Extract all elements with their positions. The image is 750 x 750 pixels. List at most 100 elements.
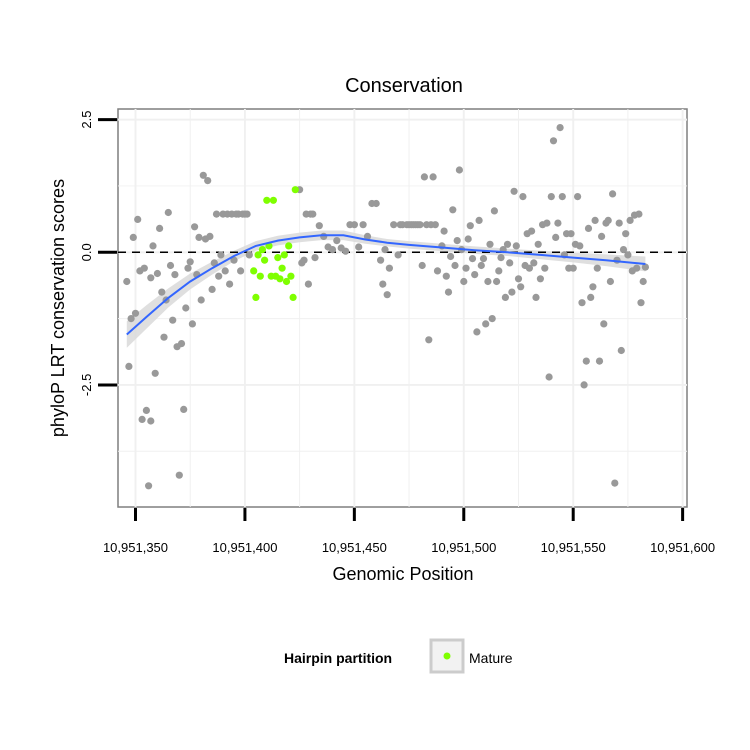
x-axis-title: Genomic Position bbox=[332, 564, 473, 584]
data-point bbox=[587, 293, 595, 301]
data-point bbox=[169, 316, 177, 324]
data-point bbox=[506, 259, 514, 267]
data-point bbox=[125, 362, 133, 370]
chart-title: Conservation bbox=[345, 75, 463, 97]
data-point-mature bbox=[285, 242, 293, 250]
data-point bbox=[622, 230, 630, 238]
data-point bbox=[390, 221, 398, 229]
data-point bbox=[304, 280, 312, 288]
x-tick-label: 10,951,600 bbox=[650, 540, 715, 555]
data-point bbox=[449, 206, 457, 214]
data-point bbox=[215, 272, 223, 280]
data-point bbox=[617, 346, 625, 355]
data-point bbox=[425, 336, 433, 344]
data-point bbox=[177, 340, 186, 348]
data-point-mature bbox=[280, 251, 288, 259]
data-point bbox=[473, 328, 481, 336]
data-point bbox=[442, 272, 450, 280]
data-point bbox=[490, 207, 498, 215]
data-point bbox=[166, 261, 175, 270]
data-point bbox=[635, 210, 643, 218]
data-point bbox=[471, 271, 479, 279]
data-point bbox=[547, 193, 555, 201]
data-point bbox=[180, 405, 188, 413]
data-point bbox=[574, 193, 582, 201]
data-point bbox=[158, 288, 166, 296]
legend-label-mature: Mature bbox=[469, 650, 513, 666]
data-point bbox=[604, 216, 612, 224]
data-point bbox=[204, 177, 212, 185]
data-point bbox=[221, 267, 229, 275]
data-point bbox=[447, 252, 455, 261]
data-point bbox=[195, 233, 203, 241]
data-point bbox=[486, 240, 494, 248]
data-point bbox=[600, 320, 608, 328]
data-point bbox=[545, 373, 553, 381]
data-point bbox=[543, 219, 551, 227]
data-point bbox=[342, 247, 350, 255]
data-point-mature bbox=[274, 254, 282, 262]
data-point bbox=[578, 299, 586, 307]
data-point bbox=[127, 315, 135, 323]
smooth-line-path bbox=[126, 234, 646, 336]
data-point bbox=[328, 246, 337, 254]
data-point bbox=[416, 221, 424, 229]
data-point bbox=[576, 242, 584, 250]
data-point bbox=[497, 254, 505, 262]
data-point bbox=[418, 261, 426, 270]
data-point-mature bbox=[276, 275, 284, 283]
data-point bbox=[501, 293, 509, 301]
data-point bbox=[206, 232, 214, 240]
data-point bbox=[514, 275, 523, 283]
data-point bbox=[151, 369, 159, 377]
data-point bbox=[243, 210, 251, 218]
data-point-mature bbox=[258, 246, 266, 254]
data-point bbox=[333, 237, 341, 245]
data-point bbox=[593, 264, 601, 272]
data-point bbox=[171, 271, 179, 279]
data-point-mature bbox=[252, 293, 260, 301]
y-tick-label: -2.5 bbox=[79, 374, 94, 396]
data-point bbox=[624, 251, 632, 259]
smooth-line bbox=[126, 234, 646, 336]
data-point bbox=[210, 259, 218, 267]
data-point bbox=[541, 264, 549, 272]
x-tick-label: 10,951,350 bbox=[103, 540, 168, 555]
data-point bbox=[237, 267, 245, 275]
data-point bbox=[549, 137, 558, 145]
data-point-mature bbox=[250, 267, 258, 275]
data-point bbox=[186, 258, 194, 266]
data-point bbox=[609, 190, 617, 198]
data-point bbox=[530, 259, 538, 267]
data-point bbox=[381, 246, 389, 254]
data-point bbox=[230, 256, 238, 264]
data-point bbox=[468, 255, 477, 263]
data-point bbox=[525, 264, 534, 272]
y-tick-label: 0.0 bbox=[79, 243, 94, 261]
data-point bbox=[385, 264, 393, 272]
y-axis: -2.5 0.0 2.5 bbox=[79, 111, 117, 396]
data-point-mature bbox=[263, 196, 271, 204]
data-point bbox=[212, 210, 221, 218]
data-point bbox=[584, 224, 593, 232]
data-point bbox=[455, 166, 463, 174]
data-point bbox=[633, 264, 641, 272]
data-point bbox=[420, 173, 428, 181]
data-point bbox=[377, 256, 385, 264]
data-point bbox=[598, 232, 606, 240]
data-point bbox=[451, 261, 459, 270]
data-point bbox=[129, 233, 137, 241]
data-point bbox=[503, 240, 512, 248]
data-point bbox=[477, 261, 485, 270]
data-point bbox=[495, 267, 503, 275]
data-point bbox=[453, 237, 461, 245]
data-point bbox=[309, 210, 317, 218]
data-point bbox=[315, 222, 323, 230]
data-point bbox=[197, 296, 205, 304]
y-axis-title: phyloP LRT conservation scores bbox=[48, 179, 68, 437]
data-point bbox=[479, 255, 488, 263]
data-point-mature bbox=[287, 272, 295, 280]
data-point bbox=[175, 471, 183, 479]
data-point-mature bbox=[289, 293, 297, 301]
data-point bbox=[488, 315, 496, 323]
